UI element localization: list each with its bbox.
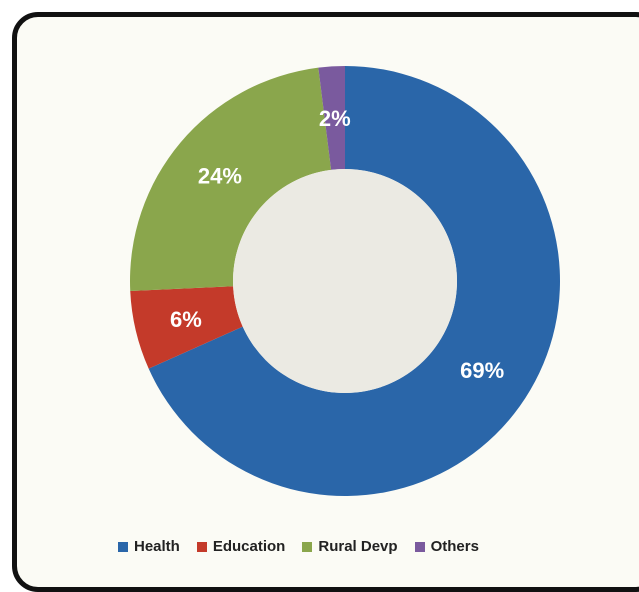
slice-rural-devp[interactable] <box>130 67 332 292</box>
slice-health[interactable] <box>148 66 560 496</box>
legend-item-education[interactable]: Education <box>196 538 286 555</box>
legend-swatch <box>118 541 128 552</box>
legend-label: Others <box>430 538 479 555</box>
legend-swatch <box>302 541 313 552</box>
slice-others[interactable] <box>318 66 345 170</box>
data-label-rural-devp: 24% <box>198 164 242 189</box>
data-label-health: 69% <box>460 358 504 383</box>
legend-item-health[interactable]: Health <box>118 538 180 555</box>
donut-hole <box>233 169 457 393</box>
legend-swatch <box>196 541 207 552</box>
legend-item-others[interactable]: Others <box>414 538 479 555</box>
slice-education[interactable] <box>130 286 243 369</box>
legend-label: Rural Devp <box>318 538 398 555</box>
legend-swatch <box>414 541 425 552</box>
data-label-education: 6% <box>170 307 202 332</box>
legend: Health Education Rural Devp Others <box>118 538 496 555</box>
legend-label: Education <box>212 538 286 555</box>
legend-label: Health <box>134 538 180 555</box>
legend-item-rural-devp[interactable]: Rural Devp <box>302 538 398 555</box>
data-label-others: 2% <box>319 106 351 131</box>
